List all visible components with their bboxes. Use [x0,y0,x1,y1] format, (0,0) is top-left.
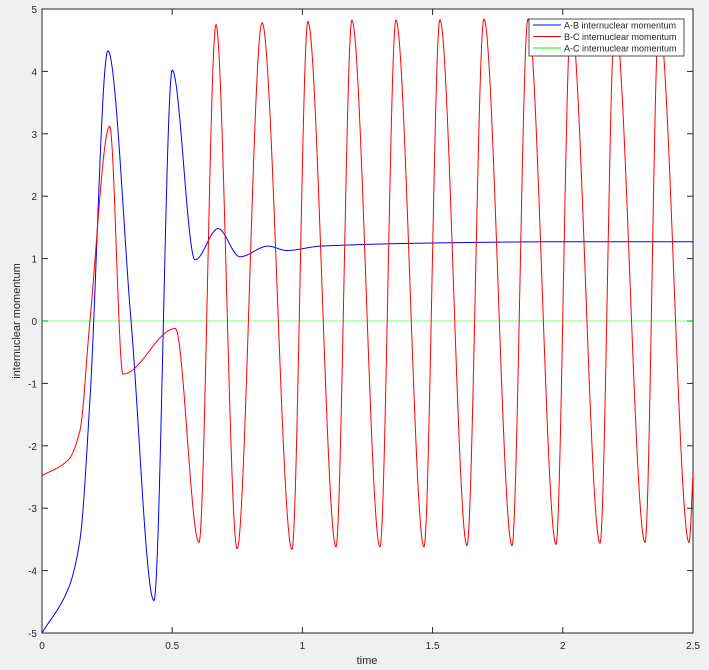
y-tick-label: 1 [31,255,37,266]
y-tick-label: -2 [28,442,37,453]
y-tick-label: -1 [28,379,37,390]
series-line-1 [42,17,693,551]
y-tick-label: -3 [28,504,37,515]
legend-entry: B-C internuclear momentum [564,32,677,42]
y-tick-label: 2 [31,192,37,203]
y-tick-label: -4 [28,567,37,578]
x-tick-label: 2.5 [686,641,700,652]
x-tick-label: 0.5 [165,641,179,652]
series-line-0 [42,50,693,633]
x-tick-label: 1 [300,641,306,652]
series-lines [42,17,693,633]
y-tick-label: -5 [28,629,37,640]
y-axis-label: internuclear momentum [11,263,23,379]
y-tick-label: 4 [31,67,37,78]
x-axis-label: time [357,655,378,667]
legend-entry: A-C internuclear momentum [564,44,677,54]
x-tick-label: 0 [39,641,45,652]
y-tick-label: 3 [31,130,37,141]
x-tick-label: 2 [560,641,566,652]
x-tick-label: 1.5 [426,641,440,652]
y-tick-label: 0 [31,317,37,328]
axis-ticks: 0 0.5 1 1.5 2 2.5 -5 -4 -3 -2 -1 0 1 2 3 4 5 [28,5,700,652]
y-tick-label: 5 [31,5,37,16]
legend-entry: A-B internuclear momentum [564,21,676,31]
